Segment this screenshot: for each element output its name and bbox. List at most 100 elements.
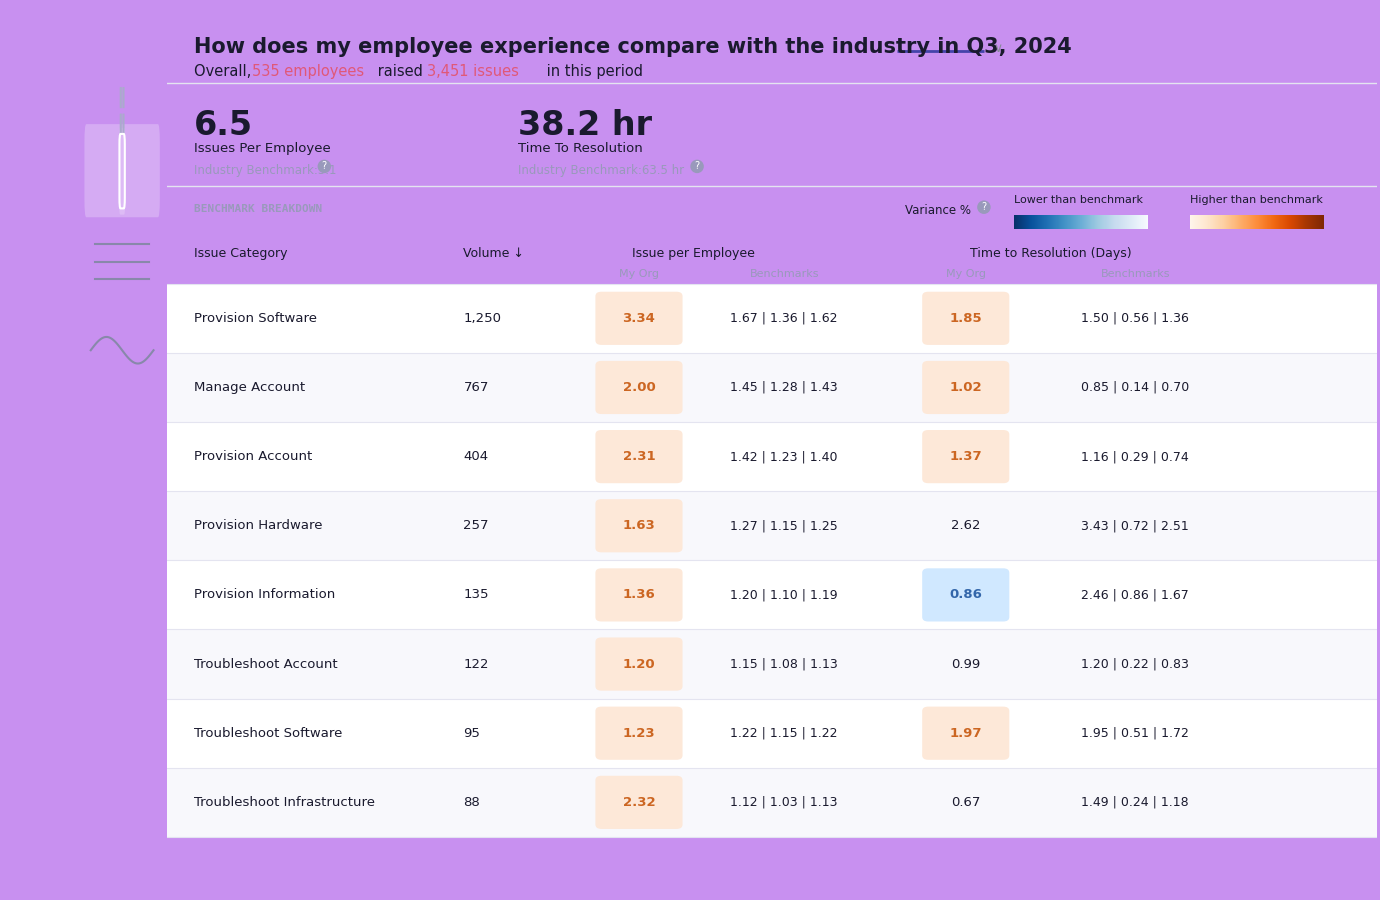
- Text: 1.15 | 1.08 | 1.13: 1.15 | 1.08 | 1.13: [730, 658, 838, 670]
- FancyBboxPatch shape: [595, 706, 683, 760]
- Text: 88: 88: [464, 796, 480, 809]
- Text: 404: 404: [464, 450, 489, 464]
- Text: Time To Resolution: Time To Resolution: [518, 142, 643, 155]
- Text: 1.97: 1.97: [949, 726, 983, 740]
- Text: Provision Hardware: Provision Hardware: [193, 519, 322, 532]
- FancyBboxPatch shape: [922, 430, 1009, 483]
- Text: 2.00: 2.00: [622, 381, 656, 394]
- FancyBboxPatch shape: [595, 292, 683, 345]
- Text: 1.85: 1.85: [949, 311, 983, 325]
- FancyBboxPatch shape: [119, 128, 126, 214]
- Text: 1.27 | 1.15 | 1.25: 1.27 | 1.15 | 1.25: [730, 519, 838, 532]
- Text: 0.99: 0.99: [951, 658, 980, 670]
- FancyBboxPatch shape: [123, 113, 124, 135]
- Text: 38.2 hr: 38.2 hr: [518, 109, 651, 142]
- Text: 0.86: 0.86: [949, 589, 983, 601]
- Text: ?: ?: [981, 202, 987, 212]
- Text: Higher than benchmark: Higher than benchmark: [1190, 195, 1322, 205]
- Text: 1.49 | 0.24 | 1.18: 1.49 | 0.24 | 1.18: [1082, 796, 1190, 809]
- Text: Variance %: Variance %: [905, 204, 972, 217]
- Text: Manage Account: Manage Account: [193, 381, 305, 394]
- Text: 2.32: 2.32: [622, 796, 656, 809]
- Text: 3.34: 3.34: [622, 311, 656, 325]
- Text: 1.20: 1.20: [622, 658, 656, 670]
- FancyBboxPatch shape: [922, 568, 1009, 622]
- FancyBboxPatch shape: [922, 361, 1009, 414]
- Text: 122: 122: [464, 658, 489, 670]
- Text: ?: ?: [694, 161, 700, 171]
- Text: 1.16 | 0.29 | 0.74: 1.16 | 0.29 | 0.74: [1082, 450, 1190, 464]
- Text: 1.95 | 0.51 | 1.72: 1.95 | 0.51 | 1.72: [1082, 726, 1190, 740]
- Text: My Org: My Org: [620, 269, 660, 279]
- Text: BENCHMARK BREAKDOWN: BENCHMARK BREAKDOWN: [193, 204, 322, 214]
- Text: Overall,: Overall,: [193, 64, 255, 79]
- FancyBboxPatch shape: [922, 706, 1009, 760]
- Text: My Org: My Org: [945, 269, 985, 279]
- Text: 1.02: 1.02: [949, 381, 983, 394]
- Text: 3,451 issues: 3,451 issues: [428, 64, 519, 79]
- Text: Troubleshoot Software: Troubleshoot Software: [193, 726, 342, 740]
- Text: 1.20 | 0.22 | 0.83: 1.20 | 0.22 | 0.83: [1082, 658, 1190, 670]
- Text: Industry Benchmark:63.5 hr: Industry Benchmark:63.5 hr: [518, 164, 684, 177]
- FancyBboxPatch shape: [595, 568, 683, 622]
- Text: Lower than benchmark: Lower than benchmark: [1014, 195, 1143, 205]
- Text: Benchmarks: Benchmarks: [749, 269, 818, 279]
- FancyBboxPatch shape: [595, 500, 683, 553]
- Text: 6.5: 6.5: [193, 109, 253, 142]
- FancyBboxPatch shape: [167, 353, 1377, 422]
- Text: 2.62: 2.62: [951, 519, 981, 532]
- FancyBboxPatch shape: [167, 422, 1377, 491]
- FancyBboxPatch shape: [120, 113, 121, 135]
- Text: 2.46 | 0.86 | 1.67: 2.46 | 0.86 | 1.67: [1082, 589, 1190, 601]
- FancyBboxPatch shape: [922, 292, 1009, 345]
- Text: 1,250: 1,250: [464, 311, 501, 325]
- Text: 1.23: 1.23: [622, 726, 656, 740]
- FancyBboxPatch shape: [167, 629, 1377, 698]
- Text: 0.67: 0.67: [951, 796, 980, 809]
- FancyBboxPatch shape: [595, 361, 683, 414]
- FancyBboxPatch shape: [595, 637, 683, 690]
- Text: Provision Software: Provision Software: [193, 311, 316, 325]
- Text: 1.67 | 1.36 | 1.62: 1.67 | 1.36 | 1.62: [730, 311, 838, 325]
- Text: raised: raised: [373, 64, 428, 79]
- FancyBboxPatch shape: [167, 768, 1377, 837]
- Text: 1.12 | 1.03 | 1.13: 1.12 | 1.03 | 1.13: [730, 796, 838, 809]
- Text: Provision Information: Provision Information: [193, 589, 335, 601]
- Text: How does my employee experience compare with the industry in Q3, 2024: How does my employee experience compare …: [193, 37, 1071, 58]
- Text: 1.50 | 0.56 | 1.36: 1.50 | 0.56 | 1.36: [1082, 311, 1190, 325]
- FancyBboxPatch shape: [167, 698, 1377, 768]
- Text: 1.36: 1.36: [622, 589, 656, 601]
- FancyBboxPatch shape: [167, 284, 1377, 353]
- Text: ?: ?: [322, 161, 327, 171]
- Text: 1.20 | 1.10 | 1.19: 1.20 | 1.10 | 1.19: [730, 589, 838, 601]
- Text: 1.42 | 1.23 | 1.40: 1.42 | 1.23 | 1.40: [730, 450, 838, 464]
- FancyBboxPatch shape: [84, 124, 160, 217]
- FancyBboxPatch shape: [120, 87, 121, 108]
- Text: Volume ↓: Volume ↓: [464, 248, 524, 260]
- Text: 767: 767: [464, 381, 489, 394]
- Text: Issues Per Employee: Issues Per Employee: [193, 142, 330, 155]
- Text: 1.22 | 1.15 | 1.22: 1.22 | 1.15 | 1.22: [730, 726, 838, 740]
- Text: Industry Benchmark:3.1: Industry Benchmark:3.1: [193, 164, 337, 177]
- Text: 95: 95: [464, 726, 480, 740]
- Text: 3.43 | 0.72 | 2.51: 3.43 | 0.72 | 2.51: [1082, 519, 1190, 532]
- Text: Issue Category: Issue Category: [193, 248, 287, 260]
- Text: in this period: in this period: [542, 64, 643, 79]
- Text: 1.37: 1.37: [949, 450, 983, 464]
- Text: 535 employees: 535 employees: [251, 64, 364, 79]
- FancyBboxPatch shape: [167, 491, 1377, 561]
- Text: Troubleshoot Infrastructure: Troubleshoot Infrastructure: [193, 796, 374, 809]
- FancyBboxPatch shape: [595, 430, 683, 483]
- Text: Troubleshoot Account: Troubleshoot Account: [193, 658, 337, 670]
- FancyBboxPatch shape: [123, 87, 124, 108]
- Text: 1.45 | 1.28 | 1.43: 1.45 | 1.28 | 1.43: [730, 381, 838, 394]
- Text: Provision Account: Provision Account: [193, 450, 312, 464]
- Text: 257: 257: [464, 519, 489, 532]
- FancyBboxPatch shape: [595, 776, 683, 829]
- Text: 0.85 | 0.14 | 0.70: 0.85 | 0.14 | 0.70: [1081, 381, 1190, 394]
- Text: 135: 135: [464, 589, 489, 601]
- Text: Issue per Employee: Issue per Employee: [632, 248, 755, 260]
- Text: 2.31: 2.31: [622, 450, 656, 464]
- FancyBboxPatch shape: [167, 561, 1377, 629]
- Text: 1.63: 1.63: [622, 519, 656, 532]
